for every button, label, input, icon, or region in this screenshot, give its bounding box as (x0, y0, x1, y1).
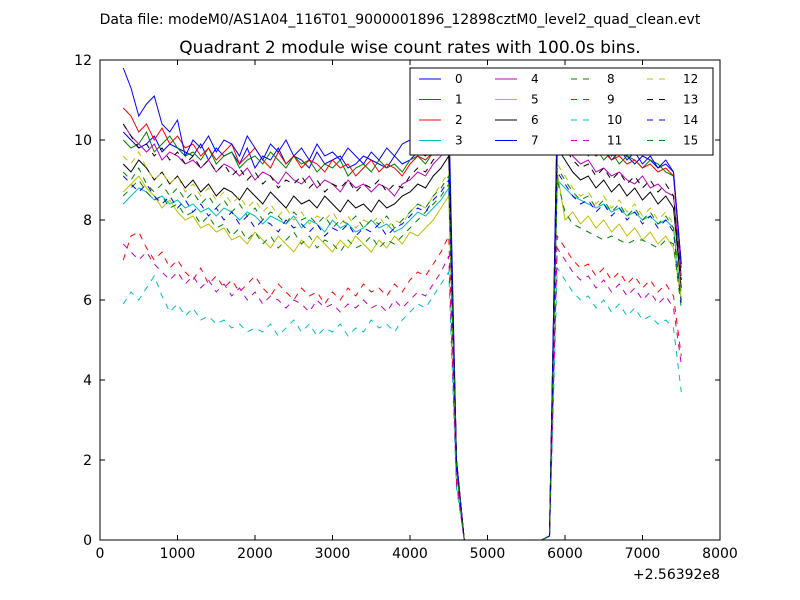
x-tick-label: 3000 (315, 546, 351, 562)
series-line-10 (122, 266, 682, 540)
x-tick-label: 0 (96, 546, 105, 562)
legend-label-8: 8 (607, 72, 615, 86)
legend-label-7: 7 (531, 134, 539, 148)
series-line-1 (122, 122, 682, 540)
series-line-5 (122, 171, 682, 540)
series-line-4 (122, 123, 682, 540)
legend-label-14: 14 (683, 113, 698, 127)
legend-label-6: 6 (531, 113, 539, 127)
legend-label-12: 12 (683, 72, 698, 86)
series-line-8 (122, 179, 682, 540)
y-tick-label: 12 (74, 53, 92, 69)
x-tick-label: 6000 (547, 546, 583, 562)
x-tick-label: 8000 (702, 546, 738, 562)
x-tick-label: 7000 (625, 546, 661, 562)
series-line-2 (122, 107, 682, 540)
legend-label-2: 2 (455, 113, 463, 127)
x-tick-label: 5000 (470, 546, 506, 562)
series-line-6 (122, 146, 682, 540)
legend-label-13: 13 (683, 93, 698, 107)
series-line-15 (122, 166, 682, 540)
legend-label-0: 0 (455, 72, 463, 86)
ticks-layer: 0 1000 2000 3000 4000 5000 6000 7000 80000246810… (74, 53, 738, 562)
series-line-3 (122, 178, 682, 540)
x-tick-label: 2000 (237, 546, 273, 562)
series-line-9 (122, 231, 682, 540)
y-tick-label: 6 (83, 293, 92, 309)
series-line-11 (122, 243, 682, 540)
legend-label-11: 11 (607, 134, 622, 148)
legend-label-4: 4 (531, 72, 539, 86)
legend-label-3: 3 (455, 134, 463, 148)
x-tick-label: 1000 (160, 546, 196, 562)
legend-label-10: 10 (607, 113, 622, 127)
y-tick-label: 10 (74, 133, 92, 149)
data-file-label: Data file: modeM0/AS1A04_116T01_90000018… (100, 12, 701, 28)
legend-label-15: 15 (683, 134, 698, 148)
series-layer (122, 67, 682, 540)
chart-title: Quadrant 2 module wise count rates with … (179, 38, 640, 58)
y-tick-label: 2 (83, 453, 92, 469)
y-tick-label: 8 (83, 213, 92, 229)
legend-label-5: 5 (531, 93, 539, 107)
series-line-0 (122, 119, 682, 540)
legend-label-1: 1 (455, 93, 463, 107)
y-tick-label: 4 (83, 373, 92, 389)
series-line-13 (122, 123, 682, 540)
x-offset-label: +2.56392e8 (633, 567, 720, 583)
legend-label-9: 9 (607, 93, 615, 107)
series-line-14 (122, 170, 682, 540)
x-tick-label: 4000 (392, 546, 428, 562)
y-tick-label: 0 (83, 533, 92, 549)
